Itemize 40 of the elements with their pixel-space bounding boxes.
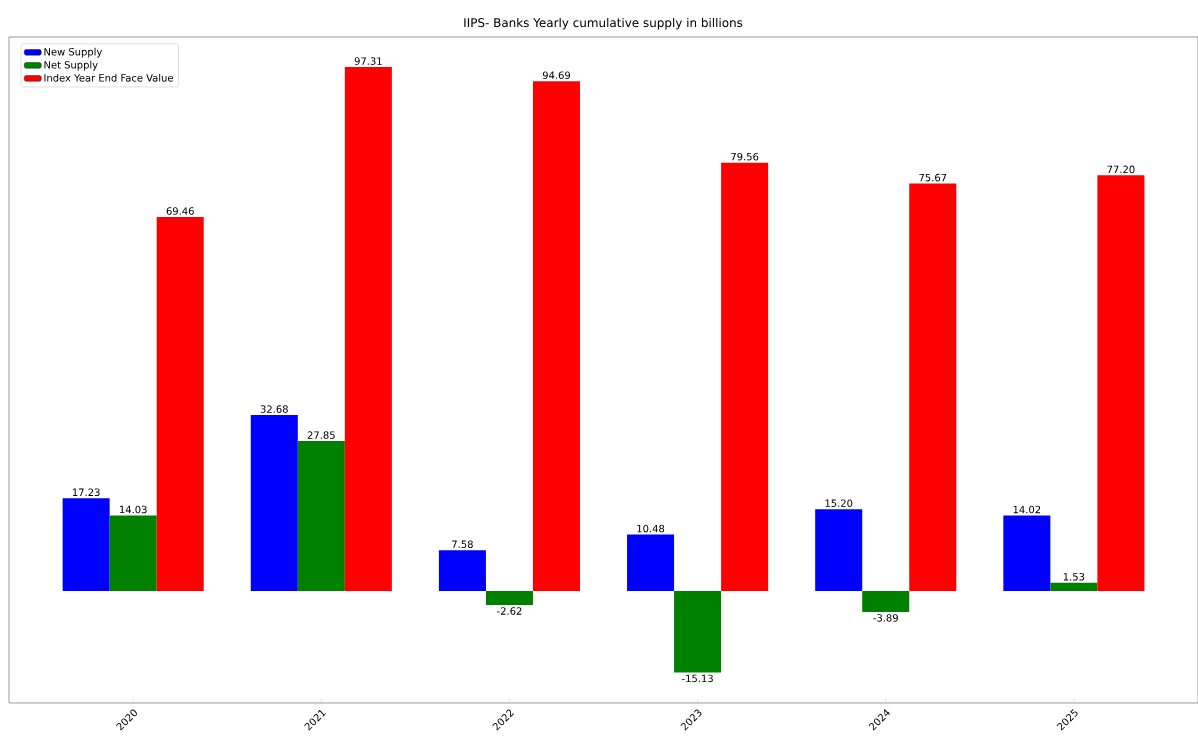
data-label: 75.67 (919, 173, 947, 182)
data-label: 97.31 (354, 57, 382, 65)
data-label: 77.20 (1107, 165, 1135, 174)
data-label: 69.46 (166, 207, 194, 215)
data-label: 1.53 (1063, 573, 1085, 581)
data-label: 17.23 (72, 488, 100, 497)
bar (250, 415, 298, 591)
data-label: 14.03 (120, 505, 147, 514)
bar (438, 550, 486, 591)
data-label: 7.58 (452, 540, 473, 548)
chart-title: IIPS- Banks Yearly cumulative supply in billions (464, 17, 743, 30)
data-label: -2.62 (497, 607, 522, 615)
bar (1050, 582, 1098, 591)
legend-label: Net Supply (44, 60, 98, 71)
bar (62, 498, 110, 591)
bar (532, 81, 581, 591)
bar (721, 162, 769, 591)
bar (109, 515, 157, 591)
data-label: -15.13 (682, 674, 713, 683)
legend-label: New Supply (44, 47, 103, 58)
data-label: 32.68 (260, 405, 288, 413)
bar (485, 591, 533, 606)
data-label: 79.56 (731, 152, 759, 161)
data-label: 27.85 (307, 431, 335, 439)
bar (1097, 175, 1145, 591)
bar (909, 183, 957, 591)
bar (1003, 515, 1051, 591)
data-label: 14.02 (1013, 505, 1041, 514)
data-label: -3.89 (873, 614, 898, 622)
bar (862, 591, 910, 612)
bar (156, 217, 204, 591)
bar (297, 441, 345, 591)
bar (627, 534, 675, 591)
data-label: 10.48 (637, 524, 665, 533)
legend-label: Index Year End Face Value (44, 73, 173, 82)
data-label: 15.20 (825, 499, 853, 507)
bar (674, 591, 722, 673)
data-label: 94.69 (542, 71, 571, 79)
bar (815, 509, 863, 591)
bar (344, 67, 392, 591)
